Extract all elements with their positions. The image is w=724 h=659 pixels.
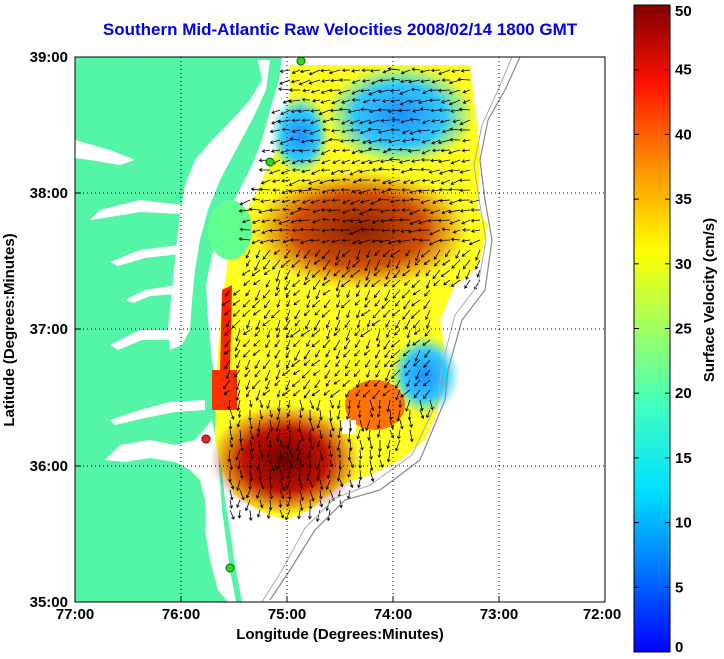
data-gap [342, 420, 356, 434]
shore-strip [220, 285, 232, 375]
york-river [125, 285, 176, 303]
rappahannock-river [110, 245, 180, 266]
y-tick-label: 39:00 [30, 49, 68, 66]
y-axis-label: Latitude (Degrees:Minutes) [1, 233, 18, 426]
low-speed-zone-west [270, 95, 330, 175]
albemarle-sound [110, 400, 205, 425]
y-tick-label: 36:00 [30, 458, 68, 475]
station-marker-green [225, 563, 235, 573]
bathymetry-contour [261, 57, 513, 602]
delaware-bay [75, 140, 135, 165]
colorbar-tick-label: 35 [675, 191, 692, 208]
colorbar-tick-label: 25 [675, 321, 692, 338]
station-marker-green [296, 56, 306, 66]
chesapeake-bay [168, 60, 270, 350]
tick-marks [74, 56, 606, 603]
colorbar-tick-label: 30 [675, 256, 692, 273]
james-river [110, 330, 172, 350]
shore-patch [212, 370, 237, 410]
moderate-speed-zone-shore [208, 200, 252, 260]
velocity-arrows [221, 67, 481, 522]
bathymetry-contour [269, 57, 521, 601]
y-tick-label: 37:00 [30, 321, 68, 338]
colorbar-ticks: 0 5 10 15 20 25 30 35 40 45 50 [634, 3, 692, 656]
high-speed-patch [345, 380, 405, 430]
x-tick-label: 75:00 [268, 606, 306, 623]
y-tick-label: 38:00 [30, 185, 68, 202]
map-title: Southern Mid-Atlantic Raw Velocities 200… [102, 20, 578, 39]
colorbar-tick-label: 20 [675, 385, 692, 402]
colorbar-tick-label: 15 [675, 450, 692, 467]
x-tick-label: 77:00 [56, 606, 94, 623]
colorbar [633, 4, 671, 653]
low-speed-zone-south [390, 335, 460, 415]
colorbar-tick-label: 45 [675, 62, 692, 79]
grid [75, 57, 605, 602]
station-marker-red [201, 434, 211, 444]
x-tick-label: 76:00 [162, 606, 200, 623]
colorbar-tick-label: 10 [675, 515, 692, 532]
colorbar-tick-label: 5 [675, 579, 683, 596]
station-marker-green [265, 157, 275, 167]
potomac-river [90, 200, 182, 220]
colorbar-tick-label: 40 [675, 126, 692, 143]
colorbar-tick-label: 0 [675, 639, 683, 656]
colorbar-tick-label: 50 [675, 3, 692, 20]
velocity-vectors [221, 67, 481, 522]
x-tick-label: 73:00 [480, 606, 518, 623]
x-tick-label: 72:00 [583, 606, 621, 623]
x-axis-label: Longitude (Degrees:Minutes) [236, 626, 444, 643]
x-tick-label: 74:00 [374, 606, 412, 623]
y-tick-label: 35:00 [30, 594, 68, 611]
colorbar-label: Surface Velocity (cm/s) [701, 218, 718, 382]
